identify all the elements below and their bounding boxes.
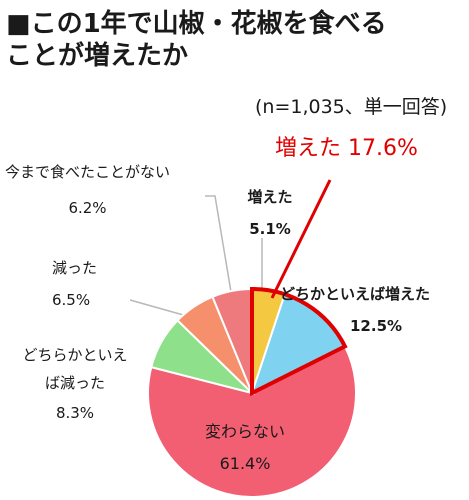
label-nai-name: 今まで食べたことがない — [4, 163, 170, 181]
label-hetta: 減った 6.5% — [52, 258, 97, 310]
chart-title: ■この1年で山椒・花椒を食べる ことが増えたか — [6, 8, 387, 72]
label-zoueta-name: 増えた — [247, 188, 293, 206]
highlight-leader — [270, 179, 332, 299]
label-dochiraka-zoueta: どちかといえば増えた 12.5% — [280, 284, 430, 336]
highlight-label: 増えた 17.6% — [275, 136, 418, 161]
label-dochiraka-hetta-name-2: ば減った — [44, 374, 105, 392]
label-kawaranai-name: 変わらない — [204, 422, 285, 441]
chart-title-line2: ことが増えたか — [6, 41, 189, 71]
label-kawaranai: 変わらない 61.4% — [175, 422, 315, 474]
label-kawaranai-value: 61.4% — [219, 454, 271, 473]
label-hetta-name: 減った — [52, 259, 98, 277]
pie-slices — [147, 287, 357, 498]
highlight-outline — [250, 286, 348, 397]
label-zoueta: 増えた 5.1% — [225, 187, 315, 239]
label-nai-value: 6.2% — [68, 199, 107, 217]
chart-title-line1: ■この1年で山椒・花椒を食べる — [6, 9, 387, 39]
leader-nai — [205, 195, 233, 299]
sample-note: (n=1,035、単一回答) — [255, 96, 448, 118]
label-dochiraka-zoueta-value: 12.5% — [350, 317, 403, 335]
label-dochiraka-hetta: どちらかといえ ば減った 8.3% — [0, 345, 150, 423]
label-nai: 今まで食べたことがない 6.2% — [0, 162, 175, 218]
highlight-group — [250, 179, 348, 397]
slice-kawaranai — [147, 345, 357, 498]
label-zoueta-value: 5.1% — [249, 220, 291, 238]
label-dochiraka-zoueta-name: どちかといえば増えた — [280, 285, 431, 303]
label-dochiraka-hetta-name-1: どちらかといえ — [22, 346, 128, 364]
label-dochiraka-hetta-value: 8.3% — [55, 404, 95, 422]
label-hetta-value: 6.5% — [52, 291, 91, 309]
